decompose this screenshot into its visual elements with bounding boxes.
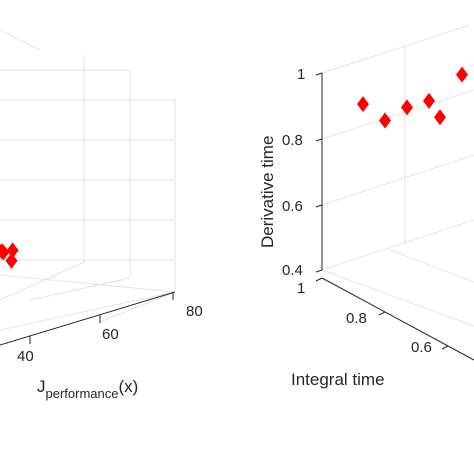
right-z-tick-label-0.6: 0.6 <box>282 198 303 215</box>
right-grid-lines <box>321 24 474 327</box>
left-data-point <box>5 252 18 269</box>
right-y-tick-0.6 <box>441 345 449 350</box>
right-data-point <box>434 109 446 126</box>
right-y-tick-1 <box>315 277 323 282</box>
right-chart-panel: 1 0.8 0.6 0.4 1 0.8 0.6 Derivative time … <box>258 24 474 389</box>
right-z-tick-0.8 <box>315 138 323 142</box>
right-z-tick-label-0.8: 0.8 <box>282 132 303 149</box>
left-x-axis-line <box>0 291 176 346</box>
left-data-point <box>0 243 8 260</box>
right-data-point <box>379 112 391 129</box>
right-data-point <box>423 92 435 109</box>
right-z-axis-title: Derivative time <box>258 136 277 248</box>
right-z-tick-0.6 <box>315 204 323 208</box>
left-grid-lines <box>0 29 176 331</box>
left-chart-panel: 40 60 80 Jperformance(x) <box>0 29 203 401</box>
left-data-point <box>6 242 19 259</box>
right-data-points <box>357 66 468 129</box>
left-x-tick-label-80: 80 <box>186 303 203 320</box>
left-x-tick-label-40: 40 <box>17 348 34 365</box>
right-z-tick-0.4 <box>315 269 323 273</box>
right-y-tick-label-0.8: 0.8 <box>346 310 367 327</box>
left-x-axis-title: Jperformance(x) <box>37 377 138 401</box>
right-data-point <box>456 66 468 83</box>
right-y-tick-0.8 <box>378 311 386 316</box>
right-z-tick-label-0.4: 0.4 <box>282 262 303 279</box>
left-x-tick-label-60: 60 <box>102 326 119 343</box>
right-y-axis-title: Integral time <box>291 370 385 389</box>
right-data-point <box>401 99 413 116</box>
right-y-tick-label-1: 1 <box>297 280 305 297</box>
right-data-point <box>357 96 369 113</box>
right-y-tick-label-0.6: 0.6 <box>411 339 432 356</box>
right-z-tick-1 <box>315 72 323 76</box>
right-z-tick-label-1: 1 <box>297 66 305 83</box>
left-data-points <box>0 242 19 269</box>
right-y-axis-line <box>321 277 474 361</box>
